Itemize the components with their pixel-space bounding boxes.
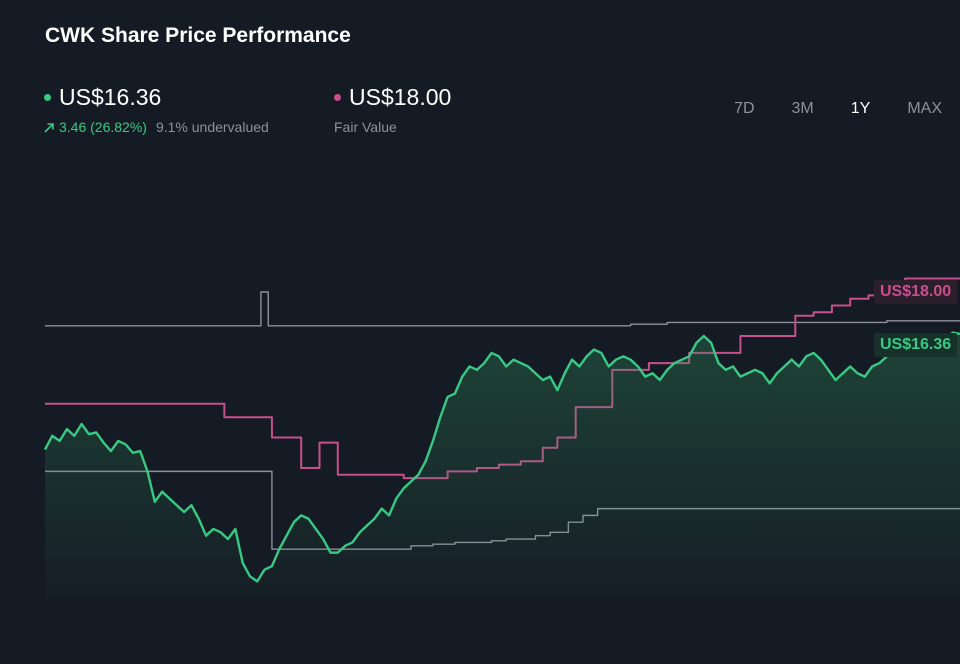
price-row: US$16.36 [44, 84, 269, 111]
page-title: CWK Share Price Performance [45, 24, 351, 47]
fair-value-label: Fair Value [334, 119, 397, 135]
arrow-up-right-icon [44, 122, 54, 133]
price-value: US$16.36 [59, 84, 162, 110]
fair-value-row: US$18.00 [334, 84, 451, 111]
valuation-text: 9.1% undervalued [155, 119, 269, 135]
range-1y[interactable]: 1Y [850, 100, 871, 117]
price-metric: US$16.36 3.46 (26.82%) 9.1% undervalued [44, 84, 269, 135]
share-price-area [45, 332, 960, 600]
price-dot-icon [44, 94, 51, 101]
range-7d[interactable]: 7D [734, 100, 755, 117]
range-selector: 7D 3M 1Y MAX [697, 100, 942, 118]
range-3m[interactable]: 3M [791, 100, 814, 117]
fair-value-sub-row: Fair Value [334, 119, 451, 135]
upper-band-line [45, 291, 960, 327]
price-change-value: 3.46 (26.82%) [59, 119, 147, 135]
price-tag: US$16.36 [874, 333, 958, 357]
share-price-line [43, 331, 960, 583]
fair-value-metric: US$18.00 Fair Value [334, 84, 451, 135]
price-sub-row: 3.46 (26.82%) 9.1% undervalued [44, 119, 269, 135]
fair-value-tag: US$18.00 [874, 280, 958, 304]
range-max[interactable]: MAX [907, 100, 942, 117]
price-change: 3.46 (26.82%) [44, 119, 147, 135]
fair-value-dot-icon [334, 94, 341, 101]
fair-value-value: US$18.00 [349, 84, 452, 110]
